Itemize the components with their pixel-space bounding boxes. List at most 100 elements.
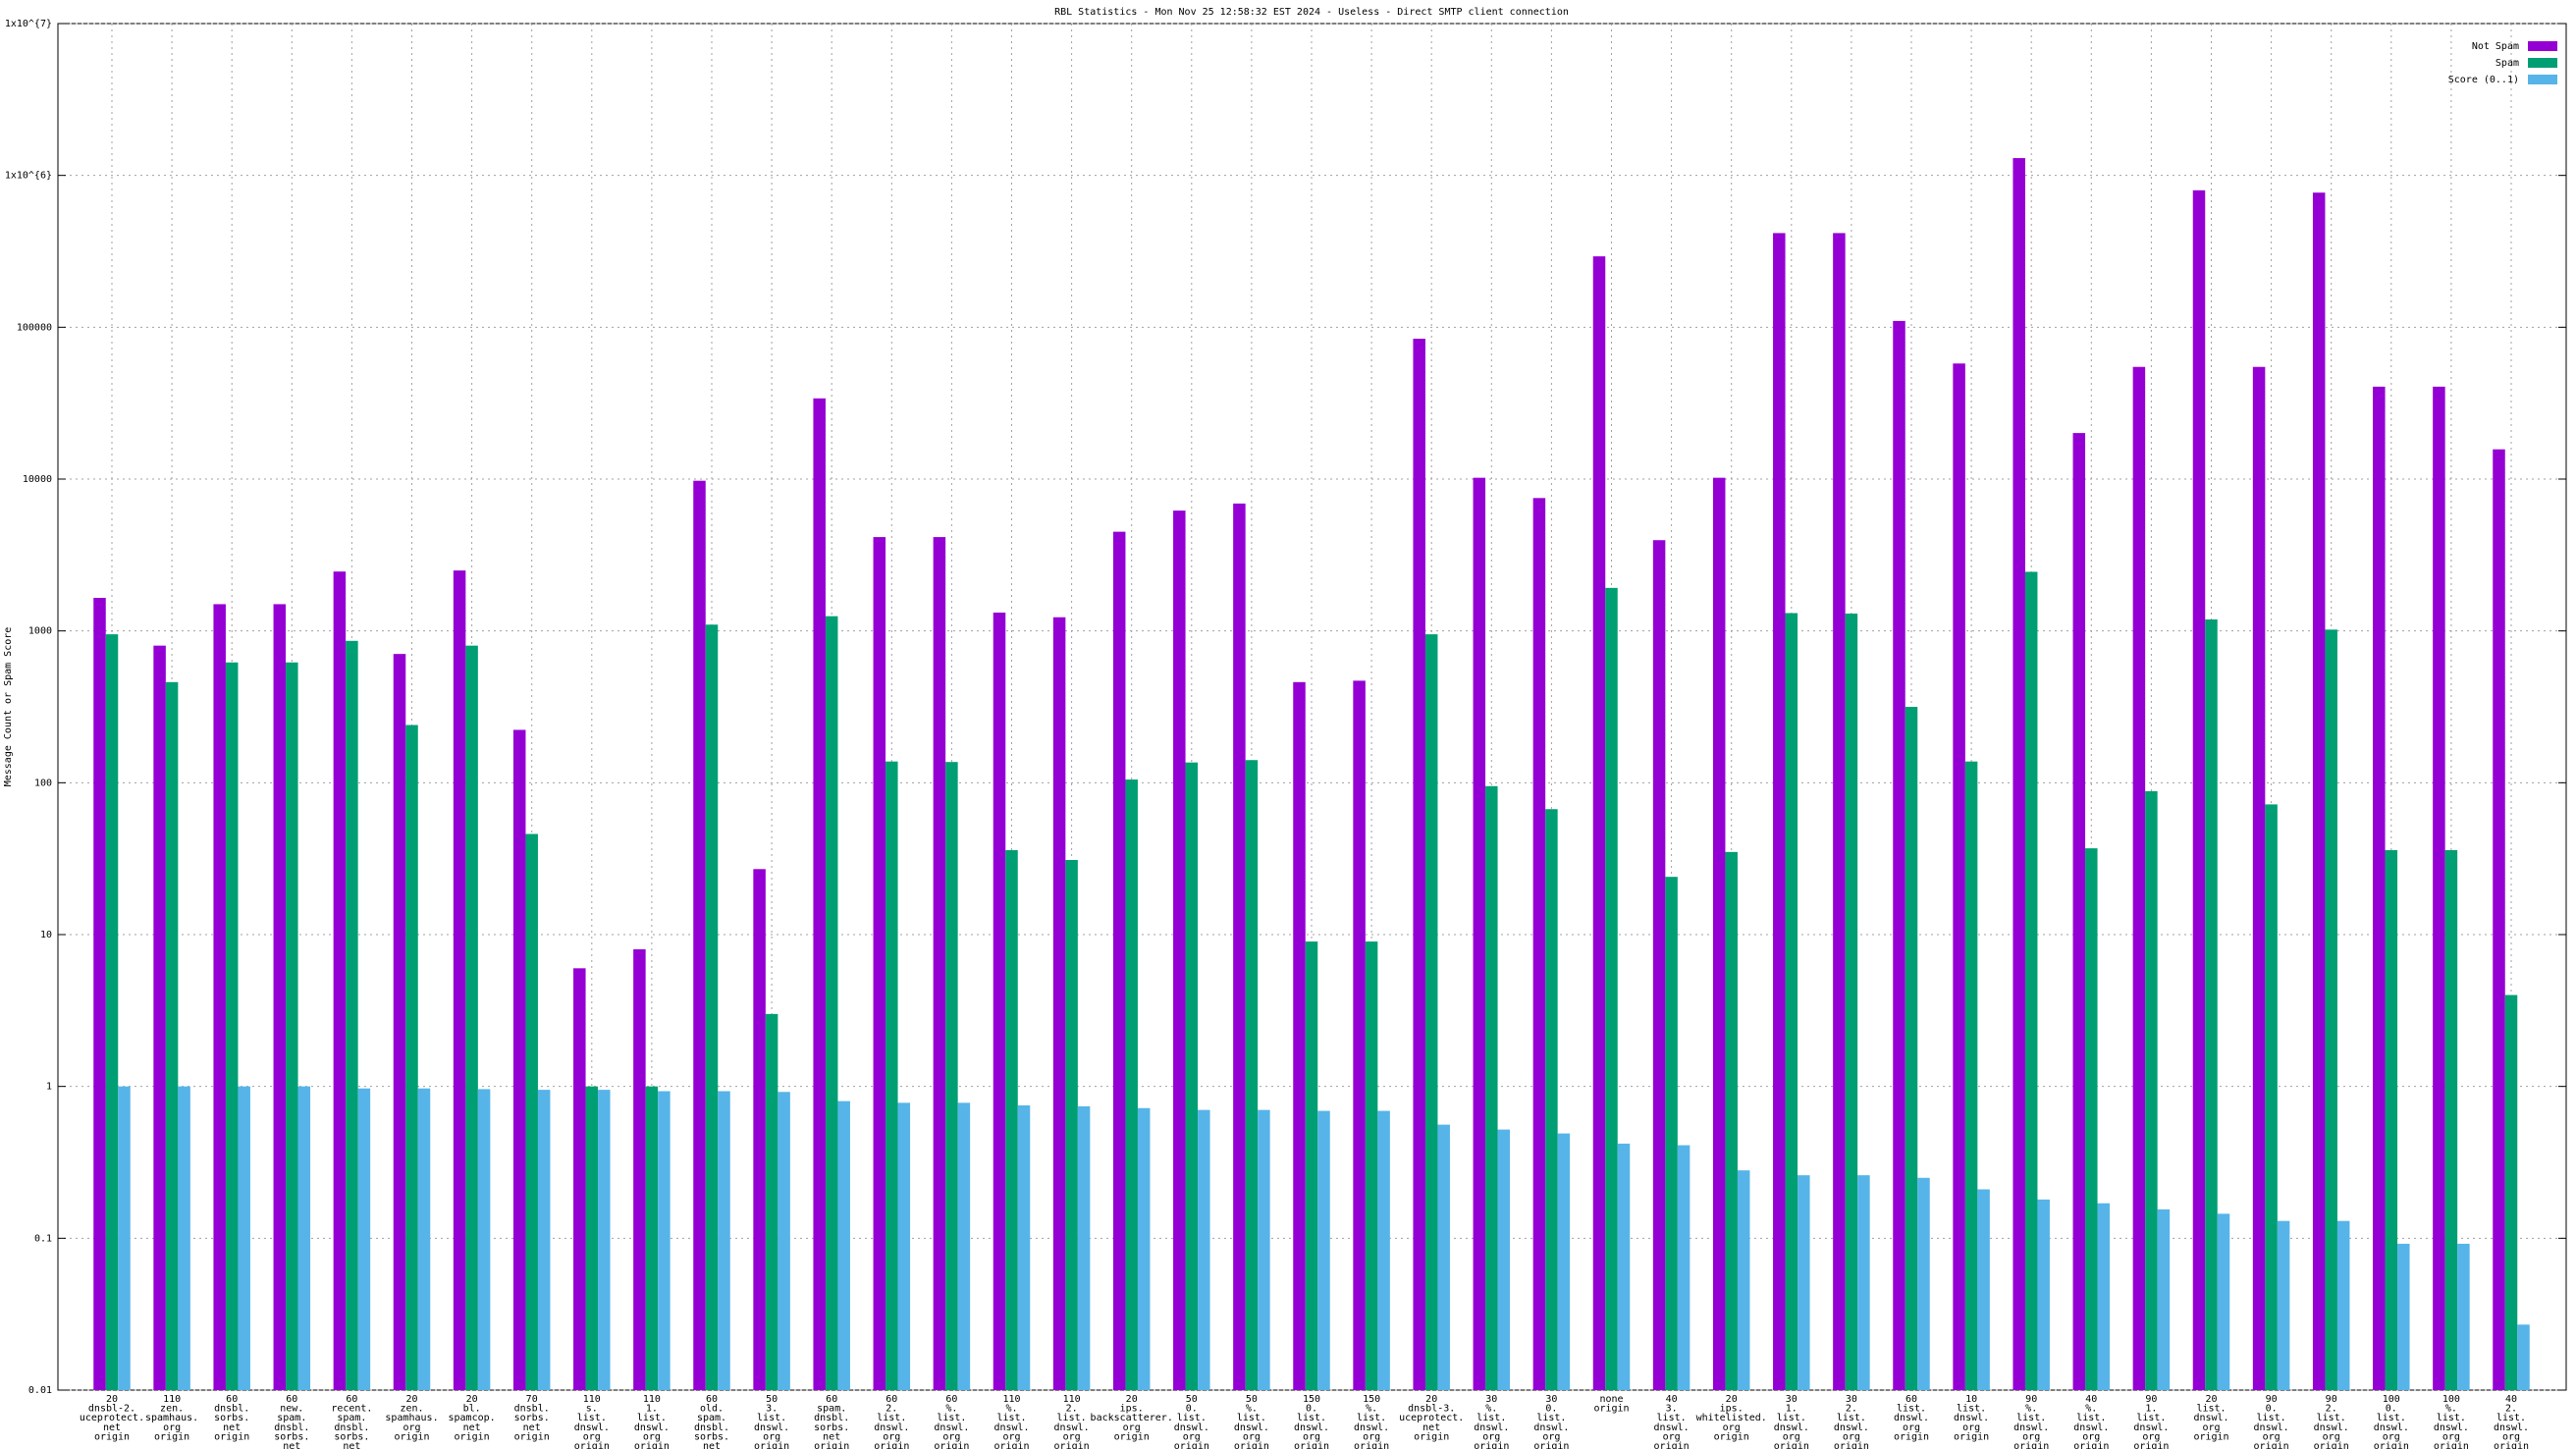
bar xyxy=(886,761,898,1390)
bar xyxy=(1112,531,1126,1390)
x-tick-label: 60%. list. dnswl. org origin xyxy=(934,1394,969,1449)
y-tick-label: 1x10^{6} xyxy=(5,171,52,182)
bar xyxy=(2024,571,2038,1390)
bar xyxy=(1233,503,1246,1390)
bar xyxy=(1173,510,1186,1390)
x-tick-label: 30 1. list. dnswl. org origin xyxy=(1774,1394,1809,1449)
bar xyxy=(2373,386,2386,1390)
x-tick-label: 50 3. list. dnswl. org origin xyxy=(754,1394,789,1449)
bar xyxy=(1737,1170,1750,1390)
bar xyxy=(297,1086,311,1390)
bar xyxy=(1857,1175,1870,1390)
bar xyxy=(2037,1199,2050,1390)
x-tick-label: 100%. list. dnswl. org origin xyxy=(2434,1394,2469,1449)
bar xyxy=(346,640,358,1390)
bar xyxy=(945,762,958,1390)
bar xyxy=(2132,366,2146,1391)
bar xyxy=(2217,1213,2230,1390)
bar xyxy=(1964,761,1978,1390)
bar xyxy=(957,1102,971,1390)
bar xyxy=(813,398,826,1390)
bar xyxy=(1917,1177,1930,1390)
bar xyxy=(2252,366,2266,1391)
bar xyxy=(405,724,418,1390)
bar xyxy=(645,1086,659,1390)
bar xyxy=(1905,707,1918,1390)
chart-title: RBL Statistics - Mon Nov 25 12:58:32 EST… xyxy=(1054,7,1569,18)
bar xyxy=(393,654,406,1390)
bar xyxy=(1545,809,1558,1390)
bar xyxy=(705,624,719,1390)
bar xyxy=(2097,1203,2111,1390)
x-tick-label: 10 list. dnswl. org origin xyxy=(1954,1394,1989,1442)
legend-swatch xyxy=(2528,41,2557,51)
bar xyxy=(2493,449,2505,1390)
x-tick-label: 40%. list. dnswl. org origin xyxy=(2073,1394,2109,1449)
x-tick-label: 150 0. list. dnswl. org origin xyxy=(1294,1394,1329,1449)
bar xyxy=(178,1086,190,1390)
bar xyxy=(1052,617,1066,1390)
x-tick-label: 100 0. list. dnswl. org origin xyxy=(2374,1394,2409,1449)
bar xyxy=(825,616,838,1390)
y-tick-label: 1 xyxy=(46,1082,52,1093)
bar xyxy=(477,1089,491,1390)
bar xyxy=(778,1092,790,1390)
y-axis-label: Message Count or Spam Score xyxy=(3,627,14,787)
x-tick-label: 90 1. list. dnswl. org origin xyxy=(2133,1394,2169,1449)
bar xyxy=(105,634,119,1390)
bar xyxy=(273,604,287,1390)
x-tick-label: 110 1. list. dnswl. org origin xyxy=(634,1394,670,1449)
y-tick-label: 10000 xyxy=(23,474,52,485)
x-tick-label: 110 s. list. dnswl. org origin xyxy=(574,1394,610,1449)
x-tick-label: 20 list. dnswl. org origin xyxy=(2193,1394,2228,1442)
bar xyxy=(1785,613,1798,1390)
bar xyxy=(2085,848,2098,1390)
x-tick-label: none origin xyxy=(1593,1394,1629,1415)
bar xyxy=(1017,1104,1031,1390)
x-tick-label: 20 ips. whitelisted. org origin xyxy=(1696,1394,1767,1442)
bar xyxy=(2385,849,2398,1390)
bar xyxy=(873,537,886,1390)
bar xyxy=(2312,192,2326,1390)
legend-label: Score (0..1) xyxy=(2448,75,2519,85)
bar xyxy=(933,537,946,1390)
bar xyxy=(753,869,766,1390)
bar xyxy=(333,571,347,1390)
x-tick-label: 60 dnsbl. sorbs. net origin xyxy=(214,1394,249,1442)
x-tick-label: 60 list. dnswl. org origin xyxy=(1894,1394,1929,1442)
x-tick-label: 60 spam. dnsbl. sorbs. net origin xyxy=(814,1394,849,1449)
x-tick-label: 20 bl. spamcop. net origin xyxy=(449,1394,496,1442)
x-tick-label: 110%. list. dnswl. org origin xyxy=(993,1394,1029,1449)
bar xyxy=(153,645,166,1390)
bar xyxy=(1845,614,1858,1390)
bar xyxy=(1125,779,1138,1390)
bar xyxy=(465,645,478,1390)
bar xyxy=(1953,363,1965,1390)
bar xyxy=(2157,1208,2171,1390)
bar xyxy=(225,662,239,1390)
bar xyxy=(1833,233,1846,1391)
bar xyxy=(1377,1110,1390,1390)
bar xyxy=(453,570,466,1390)
bar xyxy=(118,1086,131,1390)
x-tick-label: 20 dnsbl-2. uceprotect. net origin xyxy=(80,1394,144,1442)
bar xyxy=(2325,629,2337,1390)
bar xyxy=(1665,877,1678,1390)
x-tick-label: 150%. list. dnswl. org origin xyxy=(1354,1394,1389,1449)
bar xyxy=(213,604,226,1390)
y-tick-label: 1000 xyxy=(28,626,52,637)
bar xyxy=(512,729,526,1390)
bar xyxy=(1245,760,1259,1390)
y-tick-label: 10 xyxy=(40,930,52,940)
bar xyxy=(537,1090,551,1390)
bar xyxy=(1652,540,1666,1390)
bar xyxy=(2517,1324,2530,1390)
bar xyxy=(1437,1124,1450,1390)
x-tick-label: 70 dnsbl. sorbs. net origin xyxy=(514,1394,550,1442)
bar xyxy=(1798,1175,1810,1390)
bar xyxy=(2444,849,2458,1390)
bar xyxy=(1317,1110,1330,1390)
